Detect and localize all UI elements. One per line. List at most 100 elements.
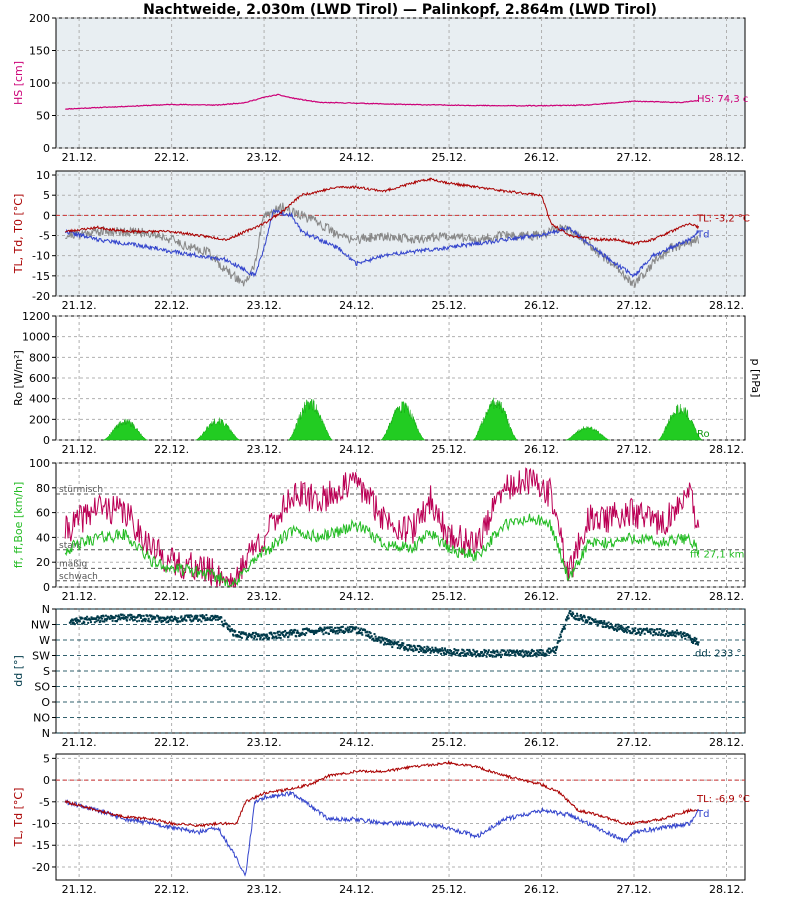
dd-point (225, 623, 228, 626)
hs-y-tick-label: 150 (29, 45, 50, 58)
wind-x-tick-label: 28.12. (709, 590, 744, 603)
dd-point (351, 629, 354, 632)
dd-point (124, 615, 127, 618)
dd-point (128, 614, 131, 617)
dd-point (358, 632, 361, 635)
dd-point (148, 620, 151, 623)
dd-point (537, 650, 540, 653)
dd-point (602, 625, 605, 628)
dd-point (623, 630, 626, 633)
dd-point (426, 645, 429, 648)
temp1-y-tick-label: 5 (43, 189, 50, 202)
dd-point (94, 618, 97, 621)
dd-point (295, 631, 298, 634)
dd-point (483, 648, 486, 651)
dd-point (432, 651, 435, 654)
dd-point (612, 627, 615, 630)
dd-point (155, 614, 158, 617)
dd-point (490, 654, 493, 657)
dd-point (385, 637, 388, 640)
wind-series-ff (64, 513, 700, 588)
dd-y-tick-label: O (41, 696, 50, 709)
dd-point (441, 647, 444, 650)
dd-point (582, 619, 585, 622)
dd-point (384, 638, 387, 641)
ro-day-peak (657, 403, 703, 441)
dd-point (536, 653, 539, 656)
temp1-plot-area (55, 170, 746, 297)
dd-y-tick-label: S (43, 665, 50, 678)
dd-point (227, 624, 230, 627)
dd-point (86, 615, 89, 618)
dd-point (222, 625, 225, 628)
dd-end-label: dd: 233 ° (695, 649, 742, 660)
dd-point (496, 651, 499, 654)
dd-point (370, 635, 373, 638)
dd-point (128, 618, 131, 621)
dd-point (138, 619, 141, 622)
dd-point (528, 654, 531, 657)
dd-point (561, 629, 564, 632)
dd-point (624, 629, 627, 632)
dd-point (407, 644, 410, 647)
dd-point (522, 655, 525, 658)
dd-point (614, 625, 617, 628)
dd-point (189, 614, 192, 617)
dd-point (223, 619, 226, 622)
dd-point (683, 632, 686, 635)
dd-point (390, 640, 393, 643)
dd-point (528, 653, 531, 656)
hs-x-tick-label: 22.12. (154, 151, 189, 164)
dd-point (513, 653, 516, 656)
dd-point (511, 651, 514, 654)
ro-y-tick-label: 200 (29, 413, 50, 426)
dd-point (466, 648, 469, 651)
dd-point (318, 629, 321, 632)
dd-point (480, 651, 483, 654)
dd-point (228, 628, 231, 631)
dd-point (353, 626, 356, 629)
dd-point (237, 634, 240, 637)
dd-point (395, 641, 398, 644)
dd-point (328, 627, 331, 630)
dd-point (74, 619, 77, 622)
dd-point (518, 650, 521, 653)
ro-y-axis-label: Ro [W/m²] (12, 350, 25, 406)
dd-point (290, 633, 293, 636)
dd-point (531, 654, 534, 657)
dd-point (557, 640, 560, 643)
dd-point (597, 623, 600, 626)
dd-point (79, 616, 82, 619)
dd-point (132, 619, 135, 622)
dd-point (144, 618, 147, 621)
dd-point (452, 651, 455, 654)
dd-point (652, 634, 655, 637)
dd-point (679, 631, 682, 634)
dd-point (606, 622, 609, 625)
dd-point (279, 634, 282, 637)
dd-point (209, 619, 212, 622)
dd-point (75, 617, 78, 620)
dd-point (578, 619, 581, 622)
dd-point (106, 618, 109, 621)
dd-point (131, 615, 134, 618)
dd-point (167, 621, 170, 624)
dd-point (578, 617, 581, 620)
dd-point (336, 626, 339, 629)
dd-point (222, 623, 225, 626)
dd-point (310, 629, 313, 632)
dd-point (651, 628, 654, 631)
dd-x-tick-label: 24.12. (339, 736, 374, 749)
dd-point (481, 651, 484, 654)
dd-point (304, 634, 307, 637)
dd-point (436, 648, 439, 651)
dd-point (690, 639, 693, 642)
dd-point (695, 641, 698, 644)
dd-point (187, 616, 190, 619)
dd-point (399, 647, 402, 650)
dd-point (622, 629, 625, 632)
dd-point (573, 617, 576, 620)
temp2-x-tick-label: 23.12. (247, 883, 282, 896)
dd-point (639, 633, 642, 636)
temp2-y-tick-label: -5 (39, 796, 50, 809)
